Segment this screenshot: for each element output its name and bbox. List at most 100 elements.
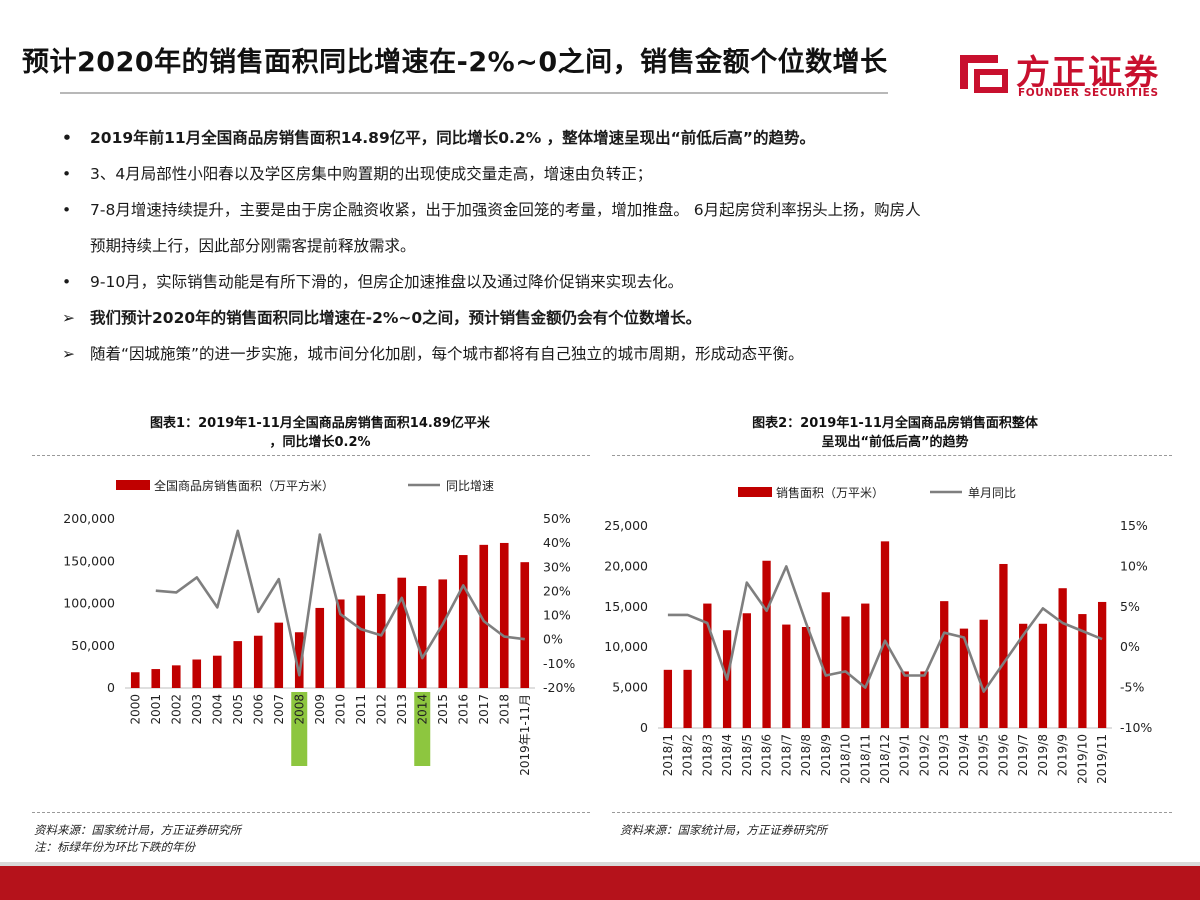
y-tick-label: 100,000 (63, 596, 115, 611)
chart2-title-line1: 图表2：2019年1-11月全国商品房销售面积整体 (752, 416, 1038, 431)
x-tick-label: 2018/1 (661, 734, 675, 776)
x-tick-label: 2019/8 (1036, 734, 1050, 776)
x-tick-label: 2018/5 (740, 734, 754, 776)
x-tick-label: 2002 (169, 694, 183, 725)
highlight-box (414, 692, 431, 766)
bar (212, 655, 222, 688)
x-tick-label: 2018/8 (799, 734, 813, 776)
x-tick-label: 2010 (333, 694, 347, 725)
chart1-plot: 全国商品房销售面积（万平方米） 同比增速 0 50,000 100,000 150,000… (63, 478, 575, 776)
bullet-item-continuation: 预期持续上行，因此部分刚需客提前释放需求。 (62, 228, 1162, 264)
y2-tick-label: 15% (1120, 518, 1148, 533)
chart2-plot: 销售面积（万平米） 单月同比 0 5,000 10,000 15,000 20,000 25,… (604, 485, 1152, 784)
bar (683, 669, 692, 728)
chart2-bottom-divider (612, 812, 1172, 813)
x-tick-label: 2018/7 (779, 734, 793, 776)
x-tick-label: 2018/11 (858, 734, 872, 784)
x-tick-label: 2018/6 (760, 734, 774, 776)
bullet-item: • 7-8月增速持续提升，主要是由于房企融资收紧，出于加强资金回笼的考量，增加推盘… (62, 192, 1162, 228)
chart1-bottom-divider (32, 812, 590, 813)
bar (1078, 614, 1087, 728)
founder-logo-icon (960, 55, 1008, 93)
chart2-source-text: 资料来源：国家统计局，方正证券研究所 (620, 823, 827, 837)
legend-bar-swatch (738, 487, 772, 497)
bullet-marker: • (62, 201, 72, 219)
x-tick-label: 2019/1 (898, 734, 912, 776)
chart2-source: 资料来源：国家统计局，方正证券研究所 (620, 822, 827, 839)
x-tick-label: 2019/2 (917, 734, 931, 776)
logo-text-en: FOUNDER SECURITIES (1018, 87, 1159, 99)
bar (742, 613, 751, 728)
logo-text-cn: 方正证券 (1016, 53, 1160, 93)
bullet-text: 3、4月局部性小阳春以及学区房集中购置期的出现使成交量走高，增速由负转正； (90, 165, 653, 183)
x-tick-label: 2018/2 (681, 734, 695, 776)
footer-band (0, 866, 1200, 900)
y2-tick-label: 40% (543, 535, 571, 550)
x-tick-label: 2019/5 (977, 734, 991, 776)
bar (397, 577, 407, 688)
bullet-text: 预期持续上行，因此部分刚需客提前释放需求。 (90, 237, 416, 255)
bar (130, 672, 140, 688)
bar (999, 563, 1008, 728)
bar (762, 560, 771, 728)
bar (1097, 601, 1107, 728)
bullet-text: 随着“因城施策”的进一步实施，城市间分化加剧，每个城市都将有自己独立的城市周期，… (90, 345, 804, 363)
bullet-list: • 2019年前11月全国商品房销售面积14.89亿平，同比增长0.2% ，整体增… (62, 120, 1162, 372)
y-tick-label: 10,000 (604, 639, 648, 654)
y-tick-label: 0 (640, 720, 648, 735)
y-tick-label: 0 (107, 680, 115, 695)
page-title: 预计2020年的销售面积同比增速在-2%~0之间，销售金额个位数增长 (22, 47, 888, 78)
y2-tick-label: -10% (1120, 720, 1152, 735)
y2-tick-label: -20% (543, 680, 575, 695)
bar (438, 579, 448, 688)
chart2-title-line2: 呈现出“前低后高”的趋势 (821, 435, 969, 450)
bar (801, 627, 811, 728)
x-tick-label: 2019/4 (957, 734, 971, 776)
bar (192, 659, 202, 688)
chart1-note-text: 注：标绿年份为环比下跌的年份 (34, 840, 195, 854)
bar (920, 671, 929, 728)
y2-tick-label: 10% (1120, 558, 1148, 573)
series-line (155, 529, 525, 677)
x-tick-label: 2013 (395, 694, 409, 725)
x-tick-label: 2008 (292, 694, 306, 725)
x-tick-label: 2019/3 (937, 734, 951, 776)
chart1-title-line2: ，同比增长0.2% (269, 435, 371, 450)
bar (1019, 623, 1028, 728)
x-tick-label: 2005 (231, 694, 245, 725)
x-tick-label: 2001 (149, 694, 163, 725)
y2-tick-label: -10% (543, 656, 575, 671)
bullet-marker: • (62, 129, 72, 147)
bar (663, 669, 673, 728)
x-tick-label: 2007 (272, 694, 286, 725)
chart2-divider (612, 455, 1172, 456)
x-tick-label: 2015 (436, 694, 450, 725)
x-tick-label: 2018/3 (700, 734, 714, 776)
x-tick-label: 2018/10 (839, 734, 853, 784)
highlight-box (291, 692, 308, 766)
y2-tick-label: 0% (543, 632, 563, 647)
y2-tick-label: 30% (543, 559, 571, 574)
bar (356, 595, 366, 688)
bar (294, 632, 304, 688)
bullet-marker: ➢ (62, 345, 75, 363)
legend-bar-label: 销售面积（万平米） (776, 485, 884, 500)
chart1-title: 图表1：2019年1-11月全国商品房销售面积14.89亿平米 ，同比增长0.2… (60, 414, 580, 452)
chart2-title: 图表2：2019年1-11月全国商品房销售面积整体 呈现出“前低后高”的趋势 (640, 414, 1150, 452)
bullet-item: • 9-10月，实际销售动能是有所下滑的，但房企加速推盘以及通过降价促销来实现去化… (62, 264, 1162, 300)
bar (940, 601, 949, 728)
y-tick-label: 200,000 (63, 511, 115, 526)
bar (979, 619, 988, 728)
bar (782, 624, 791, 728)
bar (376, 593, 386, 688)
x-tick-label: 2009 (313, 694, 327, 725)
x-tick-label: 2019/11 (1095, 734, 1109, 784)
bar (479, 544, 489, 688)
x-tick-label: 2019年1-11月 (518, 694, 532, 776)
bar (253, 635, 263, 688)
legend-line-label: 同比增速 (446, 479, 494, 493)
bullet-item: ➢ 随着“因城施策”的进一步实施，城市间分化加剧，每个城市都将有自己独立的城市周期… (62, 336, 1162, 372)
bar (861, 603, 870, 728)
bar (274, 622, 284, 688)
x-tick-label: 2019/6 (996, 734, 1010, 776)
